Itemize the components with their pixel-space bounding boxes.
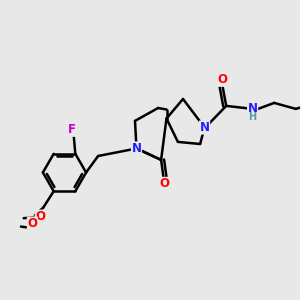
Text: O: O [217,73,227,86]
Text: O: O [159,177,169,190]
Text: N: N [131,142,142,155]
Text: O: O [27,217,38,230]
Text: F: F [68,123,75,136]
Text: O: O [35,210,45,223]
Text: N: N [200,121,210,134]
Text: N: N [248,102,258,116]
Text: H: H [248,112,257,122]
